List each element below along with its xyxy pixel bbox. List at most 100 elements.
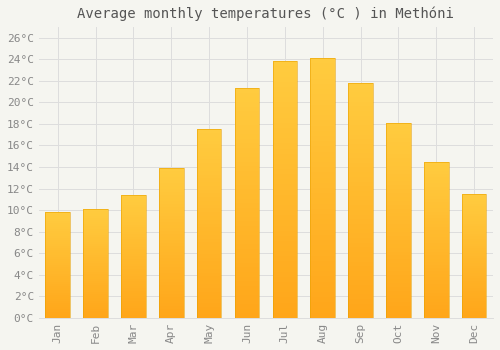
Bar (310, 69, 335, 74)
Bar (310, 308, 335, 313)
Bar (424, 230, 448, 233)
Bar (272, 277, 297, 282)
Bar (121, 224, 146, 227)
Bar (424, 240, 448, 243)
Bar (386, 158, 410, 162)
Bar (310, 110, 335, 115)
Bar (310, 79, 335, 84)
Bar (121, 197, 146, 200)
Bar (348, 116, 373, 120)
Bar (310, 193, 335, 198)
Bar (84, 305, 108, 307)
Bar (84, 218, 108, 220)
Bar (424, 209, 448, 212)
Bar (121, 247, 146, 249)
Bar (272, 174, 297, 179)
Bar (386, 259, 410, 263)
Bar (462, 224, 486, 226)
Bar (348, 97, 373, 101)
Bar (84, 226, 108, 229)
Bar (234, 125, 260, 130)
Bar (310, 287, 335, 292)
Bar (46, 236, 70, 238)
Bar (462, 264, 486, 266)
Bar (197, 276, 222, 280)
Bar (386, 299, 410, 302)
Bar (386, 224, 410, 228)
Bar (462, 261, 486, 264)
Bar (46, 314, 70, 316)
Bar (462, 268, 486, 271)
Bar (121, 274, 146, 276)
Bar (462, 258, 486, 261)
Bar (310, 297, 335, 302)
Bar (234, 157, 260, 162)
Bar (424, 187, 448, 190)
Bar (159, 213, 184, 216)
Bar (121, 215, 146, 217)
Bar (197, 314, 222, 318)
Bar (310, 209, 335, 214)
Bar (386, 197, 410, 201)
Bar (462, 313, 486, 315)
Bar (272, 190, 297, 195)
Bar (121, 298, 146, 301)
Bar (84, 276, 108, 279)
Bar (46, 267, 70, 270)
Bar (234, 222, 260, 226)
Bar (84, 292, 108, 294)
Bar (424, 315, 448, 318)
Bar (310, 173, 335, 177)
Bar (197, 269, 222, 273)
Bar (386, 177, 410, 181)
Bar (424, 183, 448, 187)
Bar (310, 89, 335, 94)
Bar (197, 284, 222, 288)
Bar (234, 249, 260, 254)
Bar (46, 246, 70, 248)
Bar (121, 315, 146, 318)
Bar (386, 267, 410, 271)
Bar (197, 246, 222, 250)
Bar (121, 252, 146, 254)
Bar (84, 209, 108, 318)
Bar (159, 222, 184, 225)
Bar (462, 226, 486, 229)
Bar (159, 189, 184, 192)
Bar (121, 269, 146, 271)
Bar (310, 183, 335, 188)
Bar (462, 271, 486, 273)
Bar (462, 301, 486, 303)
Bar (159, 294, 184, 297)
Bar (310, 224, 335, 230)
Bar (310, 94, 335, 100)
Bar (462, 310, 486, 313)
Bar (424, 268, 448, 271)
Bar (121, 266, 146, 269)
Bar (84, 257, 108, 259)
Bar (234, 276, 260, 281)
Bar (462, 246, 486, 248)
Bar (46, 259, 70, 261)
Bar (348, 229, 373, 233)
Bar (84, 253, 108, 255)
Bar (348, 111, 373, 116)
Bar (46, 309, 70, 312)
Bar (272, 77, 297, 82)
Bar (84, 279, 108, 281)
Bar (348, 201, 373, 205)
Bar (424, 284, 448, 287)
Bar (197, 303, 222, 307)
Bar (462, 315, 486, 318)
Bar (424, 193, 448, 196)
Bar (462, 290, 486, 293)
Bar (234, 148, 260, 153)
Bar (159, 174, 184, 177)
Bar (272, 144, 297, 148)
Bar (272, 282, 297, 287)
Bar (159, 177, 184, 180)
Bar (310, 230, 335, 235)
Bar (462, 216, 486, 219)
Bar (272, 246, 297, 251)
Bar (424, 218, 448, 221)
